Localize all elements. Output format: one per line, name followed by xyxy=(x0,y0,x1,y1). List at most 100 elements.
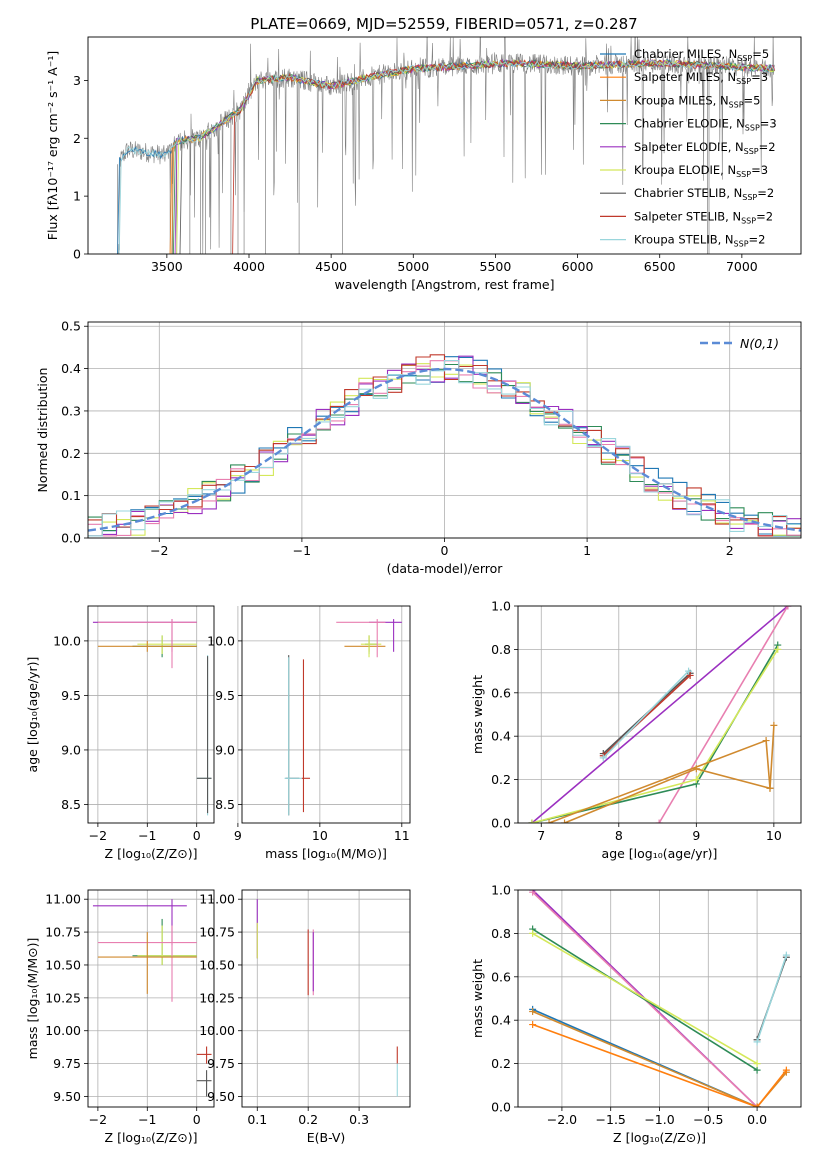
weight_vs_age-line-chabrier_elodie xyxy=(531,644,779,823)
residual_hist-ytick-label: 0.4 xyxy=(61,361,81,376)
mass_vs_ebv-ytick-label: 9.50 xyxy=(207,1089,235,1104)
age_vs_mass-ytick-label: 10.0 xyxy=(207,633,235,648)
weight_vs_Z-xtick-label: 0.0 xyxy=(747,1112,767,1127)
residual_hist-xtick-label: 1 xyxy=(583,543,591,558)
weight_vs_age-marker-kroupa_stelib xyxy=(599,754,607,762)
spectrum-ytick-label: 3 xyxy=(73,73,81,88)
mass_vs_Z-ytick-label: 10.25 xyxy=(45,990,81,1005)
residual_hist-ytick-label: 0.0 xyxy=(61,531,81,546)
weight_vs_age-ytick-label: 0.6 xyxy=(491,685,511,700)
mass_vs_Z-ytick-label: 10.50 xyxy=(45,957,81,972)
weight_vs_age-marker-kroupa_miles xyxy=(762,737,770,745)
weight_vs_Z-line-kroupa_miles xyxy=(532,1010,788,1107)
residual-hist-kroupa_stelib xyxy=(88,359,801,537)
spectrum-model-kroupa_elodie xyxy=(176,59,775,254)
weight_vs_Z-xtick-label: −2.0 xyxy=(547,1112,577,1127)
weight_vs_Z-xtick-label: −1.0 xyxy=(644,1112,674,1127)
age_vs_Z-ytick-label: 8.5 xyxy=(61,797,81,812)
age_vs_mass-panel: 9 10 11 8.5 9.0 9.5 10.0 mass [log₁₀(M/M⊙)] xyxy=(207,605,411,861)
mass_vs_ebv-plot-area xyxy=(256,899,398,1097)
mass_vs_Z-xlabel: Z [log₁₀(Z/Z⊙)] xyxy=(105,1130,198,1145)
weight_vs_Z-marker-pink_hist xyxy=(529,890,537,896)
weight_vs_Z-line-kroupa_elodie xyxy=(532,932,758,1065)
spectrum-xtick-label: 4000 xyxy=(233,259,265,274)
mass_vs_Z-panel: −2 −1 0 9.50 9.75 10.00 10.25 10.50 10.75 11.00 Z … xyxy=(25,889,215,1145)
legend-entry-chabrier_stelib: Chabrier STELIB, NSSP=2 xyxy=(634,186,774,202)
residual_hist-panel: −2 −1 0 1 2 0.0 0.1 0.2 0.3 0.4 0.5 (data-model)/er… xyxy=(35,319,802,576)
weight_vs_Z-marker-kroupa_elodie xyxy=(753,1060,761,1068)
spectrum-model-salpeter_elodie xyxy=(174,58,775,254)
residual_hist-xtick-label: −2 xyxy=(150,543,168,558)
axes-frame xyxy=(87,605,215,824)
spectrum-model-kroupa_stelib xyxy=(118,59,775,254)
spectrum-xtick-label: 5000 xyxy=(397,259,429,274)
weight_vs_age-marker-kroupa_stelib xyxy=(685,667,693,675)
weight_vs_Z-marker-kroupa_miles xyxy=(529,1008,537,1016)
weight_vs_Z-xtick-label: −1.5 xyxy=(596,1112,626,1127)
legend-entry-kroupa_elodie: Kroupa ELODIE, NSSP=3 xyxy=(634,163,768,179)
weight_vs_age-marker-kroupa_elodie xyxy=(774,645,782,653)
mass_vs_Z-plot-area xyxy=(92,899,212,1097)
age_vs_Z-xtick-label: −2 xyxy=(89,828,107,843)
weight_vs_age-line-salpeter_elodie xyxy=(531,606,789,823)
normal-curve xyxy=(88,367,801,532)
age_vs_mass-xtick-label: 9 xyxy=(234,828,242,843)
age_vs_Z-ytick-label: 9.0 xyxy=(61,742,81,757)
weight_vs_age-marker-kroupa_miles xyxy=(545,819,553,823)
weight_vs_age-marker-kroupa_miles xyxy=(692,765,700,773)
weight_vs_Z-marker-chabrier_elodie xyxy=(753,1066,761,1074)
weight_vs_Z-marker-kroupa_stelib xyxy=(782,951,790,959)
mass_vs_ebv-panel: 0.1 0.2 0.3 9.50 9.75 10.00 10.25 10.50 10.75 11.… xyxy=(199,889,411,1145)
age_vs_Z-ytick-label: 9.5 xyxy=(61,688,81,703)
spectrum-ylabel: Flux [fλ10⁻¹⁷ erg cm⁻² s⁻¹ A⁻¹] xyxy=(45,51,60,240)
weight_vs_age-marker-kroupa_elodie xyxy=(692,776,700,784)
mass_vs_ebv-ytick-label: 9.75 xyxy=(207,1056,235,1071)
weight_vs_age-marker-salpeter_stelib xyxy=(686,671,694,679)
weight_vs_Z-marker-salpeter_miles xyxy=(529,1021,537,1029)
axes-frame xyxy=(87,36,802,255)
weight_vs_Z-line-kroupa_stelib xyxy=(756,954,788,1043)
spectrum-legend: Chabrier MILES, NSSP=5 Salpeter MILES, NS… xyxy=(600,47,777,249)
weight_vs_Z-ytick-label: 0.2 xyxy=(491,1056,511,1071)
axes-frame xyxy=(241,889,411,1108)
mass_vs_ebv-xlabel: E(B-V) xyxy=(307,1130,346,1145)
residual_hist-xtick-label: −1 xyxy=(293,543,311,558)
weight_vs_Z-ytick-label: 1.0 xyxy=(491,883,511,898)
weight_vs_Z-ylabel: mass weight xyxy=(470,959,485,1038)
mass_vs_Z-ytick-label: 9.75 xyxy=(53,1056,81,1071)
legend-entry-salpeter_miles: Salpeter MILES, NSSP=3 xyxy=(634,70,768,86)
weight_vs_Z-line-salpeter_miles xyxy=(532,1023,788,1107)
axes-frame xyxy=(517,889,802,1108)
weight_vs_age-line-kroupa_miles xyxy=(548,725,775,823)
spectrum-xtick-label: 6500 xyxy=(644,259,676,274)
mass_vs_ebv-ytick-label: 10.25 xyxy=(199,990,235,1005)
residual_hist-xtick-label: 0 xyxy=(441,543,449,558)
weight_vs_age-ytick-label: 0.8 xyxy=(491,642,511,657)
age_vs_Z-xlabel: Z [log₁₀(Z/Z⊙)] xyxy=(105,846,198,861)
weight_vs_Z-ytick-label: 0.8 xyxy=(491,926,511,941)
weight_vs_age-panel: 7 8 9 10 0.0 0.2 0.4 0.6 0.8 1.0 age [log₁₀(age/yr… xyxy=(470,599,802,861)
mass_vs_ebv-ytick-label: 10.00 xyxy=(199,1023,235,1038)
mass_vs_ebv-xtick-label: 0.3 xyxy=(349,1112,369,1127)
legend-entry-chabrier_elodie: Chabrier ELODIE, NSSP=3 xyxy=(634,117,777,133)
weight_vs_age-xlabel: age [log₁₀(age/yr)] xyxy=(602,846,718,861)
age_vs_mass-ytick-label: 9.5 xyxy=(215,688,235,703)
residual_hist-ytick-label: 0.3 xyxy=(61,403,81,418)
weight_vs_age-ytick-label: 0.2 xyxy=(491,772,511,787)
mass_vs_Z-xtick-label: 0 xyxy=(193,1112,201,1127)
weight_vs_age-ytick-label: 0.4 xyxy=(491,729,511,744)
legend-entry-kroupa_stelib: Kroupa STELIB, NSSP=2 xyxy=(634,233,765,249)
weight_vs_Z-xtick-label: −0.5 xyxy=(693,1112,723,1127)
age_vs_mass-xlabel: mass [log₁₀(M/M⊙)] xyxy=(265,846,387,861)
age_vs_mass-xtick-label: 10 xyxy=(312,828,328,843)
spectrum-ytick-label: 0 xyxy=(73,247,81,262)
spectrum-xtick-label: 3500 xyxy=(151,259,183,274)
spectrum-xtick-label: 6000 xyxy=(562,259,594,274)
residual_hist-ytick-label: 0.5 xyxy=(61,319,81,334)
age_vs_Z-ylabel: age [log₁₀(age/yr)] xyxy=(25,657,40,773)
weight_vs_Z-marker-salpeter_miles xyxy=(782,1066,790,1074)
weight_vs_Z-marker-salpeter_miles xyxy=(753,1103,761,1107)
weight_vs_age-marker-kroupa_elodie xyxy=(528,819,536,823)
legend-entry-salpeter_stelib: Salpeter STELIB, NSSP=2 xyxy=(634,209,773,225)
legend-entry-normal: N(0,1) xyxy=(740,336,779,351)
